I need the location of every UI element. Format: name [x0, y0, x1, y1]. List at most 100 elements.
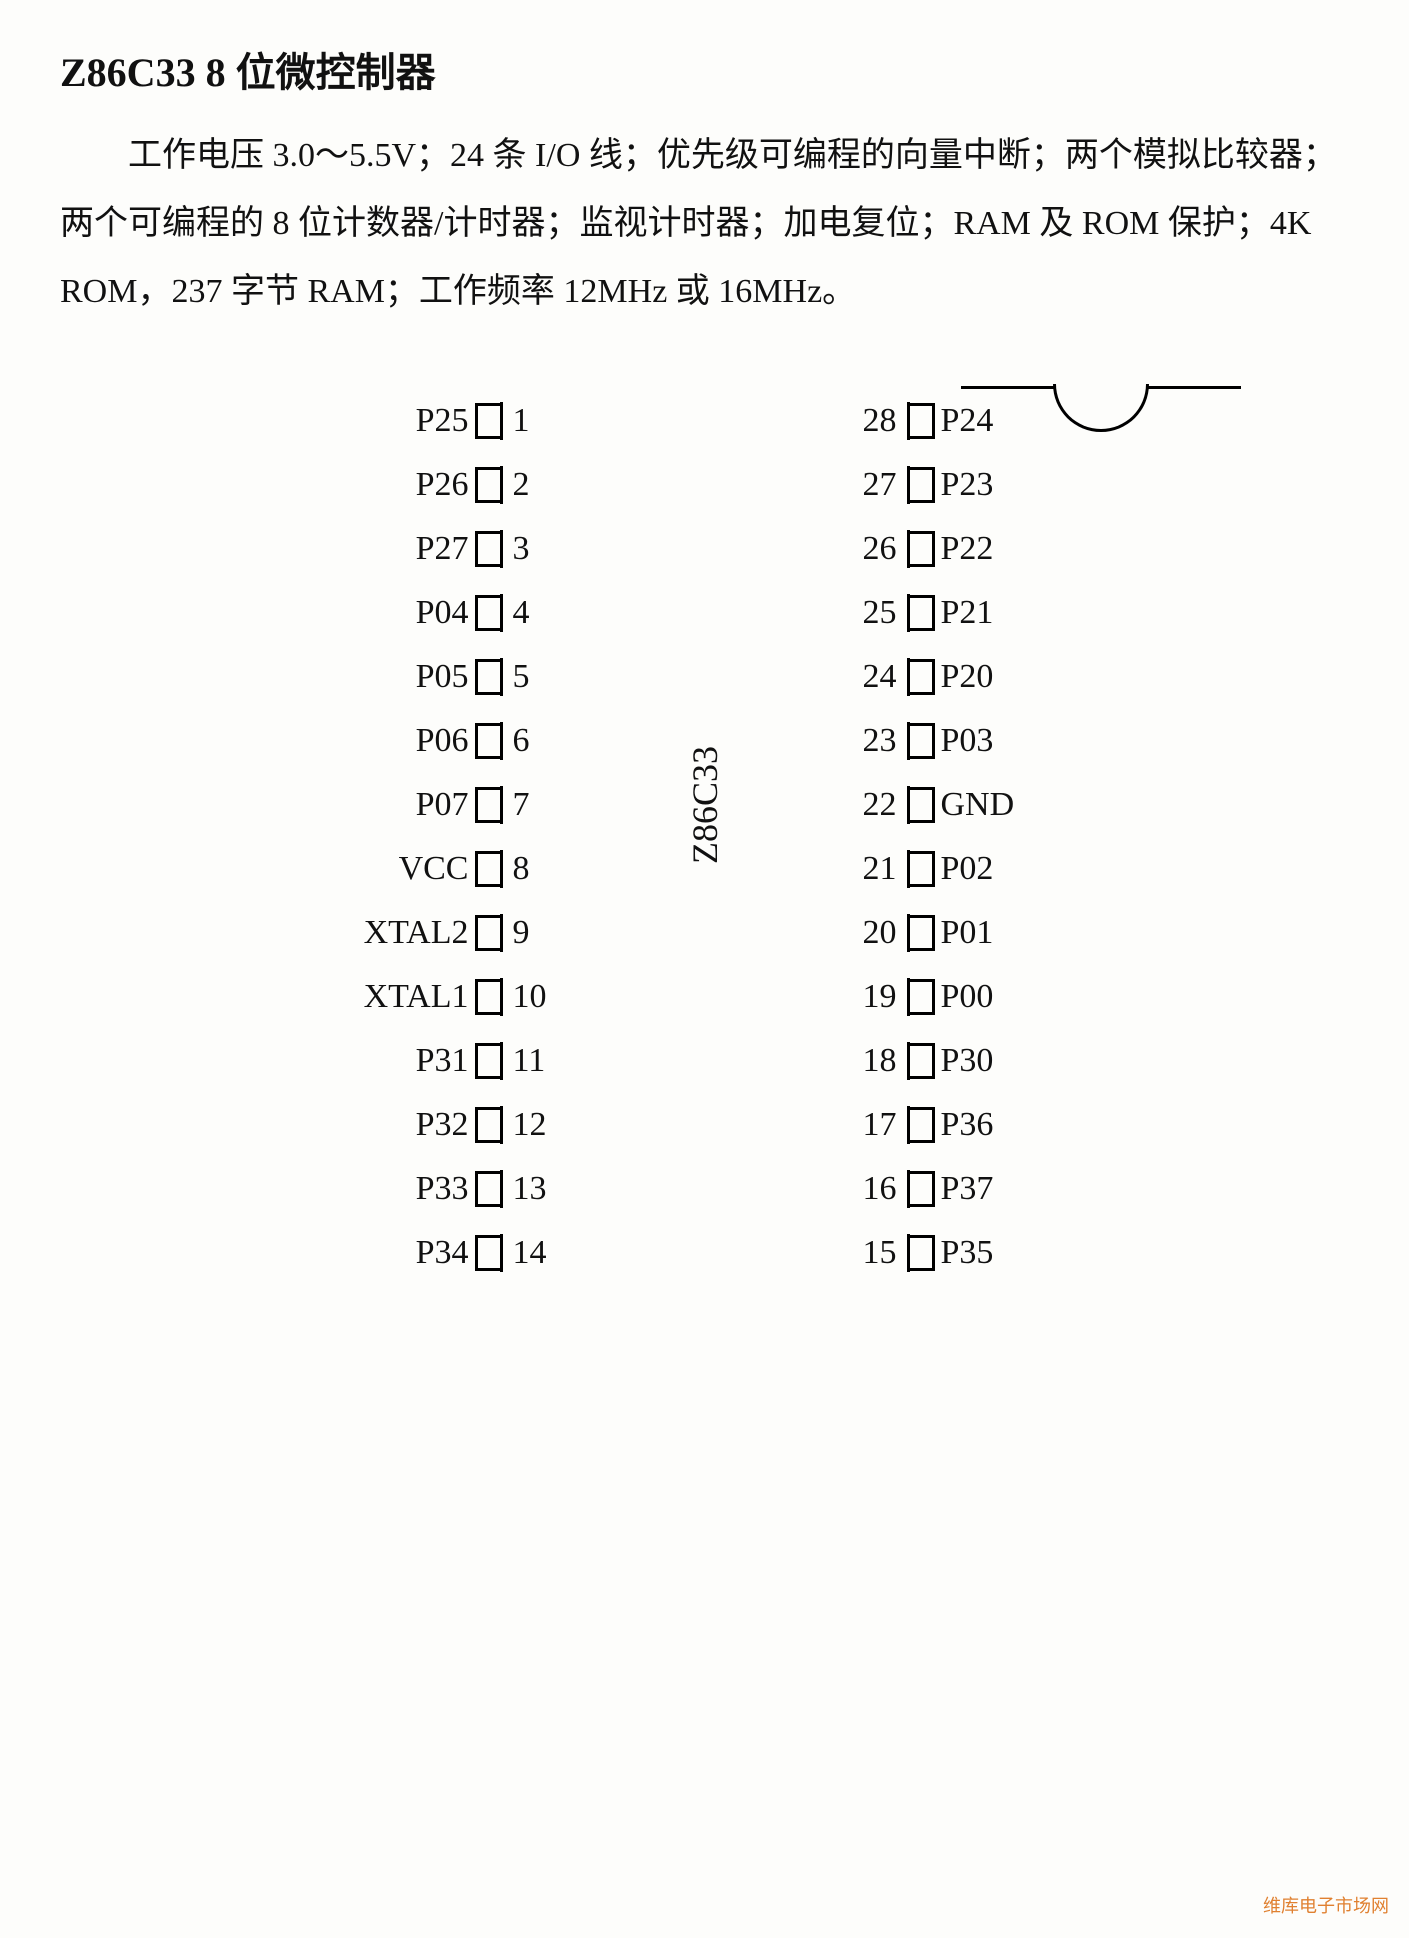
pin-number: 4: [503, 594, 583, 632]
pin-number: 6: [503, 722, 583, 760]
pin-label-left: P07: [309, 786, 475, 824]
pin-label-left: P27: [309, 530, 475, 568]
pin-label-right: P37: [935, 1170, 1101, 1208]
pin-number: 20: [827, 914, 907, 952]
pin-label-left: P34: [309, 1234, 475, 1272]
pin-label-left: P31: [309, 1042, 475, 1080]
pin-row: P34 14 15 P35: [309, 1221, 1101, 1285]
pin-number: 11: [503, 1042, 583, 1080]
pin-row: XTAL2 9 20 P01: [309, 901, 1101, 965]
chip-name-label: Z86C33: [684, 746, 726, 864]
pin-label-left: P06: [309, 722, 475, 760]
pin-number: 14: [503, 1234, 583, 1272]
pin-row: P27 3 26 P22: [309, 517, 1101, 581]
pin-marker: [475, 1171, 503, 1207]
pin-marker: [475, 531, 503, 567]
pin-row: P05 5 24 P20: [309, 645, 1101, 709]
pin-marker: [907, 915, 935, 951]
pin-number: 17: [827, 1106, 907, 1144]
pin-number: 22: [827, 786, 907, 824]
pin-number: 19: [827, 978, 907, 1016]
pin-marker: [475, 1107, 503, 1143]
pin-label-right: P00: [935, 978, 1101, 1016]
pin-label-left: VCC: [309, 850, 475, 888]
pin-label-right: P36: [935, 1106, 1101, 1144]
pin-number: 1: [503, 402, 583, 440]
pin-row: P31 11 18 P30: [309, 1029, 1101, 1093]
pin-label-right: GND: [935, 786, 1101, 824]
pin-number: 7: [503, 786, 583, 824]
pin-label-left: XTAL2: [309, 914, 475, 952]
pin-label-right: P30: [935, 1042, 1101, 1080]
pin-number: 18: [827, 1042, 907, 1080]
watermark-text: 维库电子市场网: [1263, 1892, 1389, 1918]
pin-marker: [475, 403, 503, 439]
pin-number: 15: [827, 1234, 907, 1272]
pin-row: P33 13 16 P37: [309, 1157, 1101, 1221]
pin-number: 26: [827, 530, 907, 568]
pin-row: P077Z86C3322GND: [309, 773, 1101, 837]
pin-marker: [907, 403, 935, 439]
pin-label-left: P33: [309, 1170, 475, 1208]
pin-marker: [475, 723, 503, 759]
page-title: Z86C33 8 位微控制器: [60, 40, 1349, 98]
pin-row: P26 2 27 P23: [309, 453, 1101, 517]
pin-marker: [475, 1043, 503, 1079]
pin-number: 23: [827, 722, 907, 760]
pin-marker: [907, 595, 935, 631]
pin-label-left: P32: [309, 1106, 475, 1144]
pin-number: 25: [827, 594, 907, 632]
pin-label-left: P05: [309, 658, 475, 696]
pin-marker: [475, 659, 503, 695]
pin-label-left: P26: [309, 466, 475, 504]
pin-marker: [907, 659, 935, 695]
pin-marker: [907, 467, 935, 503]
pin-label-left: P25: [309, 402, 475, 440]
pin-marker: [475, 851, 503, 887]
pin-number: 9: [503, 914, 583, 952]
pin-marker: [907, 851, 935, 887]
pin-row: P04 4 25 P21: [309, 581, 1101, 645]
pin-number: 21: [827, 850, 907, 888]
pin-label-right: P35: [935, 1234, 1101, 1272]
pin-marker: [907, 1235, 935, 1271]
pin-label-left: P04: [309, 594, 475, 632]
pin-marker: [907, 1043, 935, 1079]
pin-number: 27: [827, 466, 907, 504]
pin-row: XTAL1 10 19 P00: [309, 965, 1101, 1029]
chip-diagram: P25128P24P26227P23P27326P22P04425P21P055…: [309, 386, 1101, 1287]
pin-number: 28: [827, 402, 907, 440]
pin-number: 8: [503, 850, 583, 888]
pin-marker: [475, 1235, 503, 1271]
pin-label-left: XTAL1: [309, 978, 475, 1016]
pin-marker: [907, 787, 935, 823]
pin-label-right: P23: [935, 466, 1101, 504]
pin-marker: [907, 723, 935, 759]
pin-number: 12: [503, 1106, 583, 1144]
pin-label-right: P02: [935, 850, 1101, 888]
pin-marker: [475, 467, 503, 503]
pin-number: 10: [503, 978, 583, 1016]
pin-marker: [907, 1171, 935, 1207]
pin-marker: [475, 979, 503, 1015]
pin-number: 13: [503, 1170, 583, 1208]
pin-row: P25128P24: [309, 389, 1101, 453]
pin-number: 16: [827, 1170, 907, 1208]
pin-label-right: P21: [935, 594, 1101, 632]
pin-number: 5: [503, 658, 583, 696]
pin-marker: [907, 979, 935, 1015]
pin-number: 2: [503, 466, 583, 504]
pin-marker: [907, 531, 935, 567]
pin-label-right: P20: [935, 658, 1101, 696]
pin-row: P32 12 17 P36: [309, 1093, 1101, 1157]
pin-marker: [475, 787, 503, 823]
pin-number: 3: [503, 530, 583, 568]
pin-label-right: P03: [935, 722, 1101, 760]
pin-label-right: P22: [935, 530, 1101, 568]
pin-number: 24: [827, 658, 907, 696]
pin-label-right: P01: [935, 914, 1101, 952]
pin-marker: [475, 595, 503, 631]
pin-marker: [907, 1107, 935, 1143]
pin-marker: [475, 915, 503, 951]
description: 工作电压 3.0～5.5V；24 条 I/O 线；优先级可编程的向量中断；两个模…: [60, 122, 1349, 326]
